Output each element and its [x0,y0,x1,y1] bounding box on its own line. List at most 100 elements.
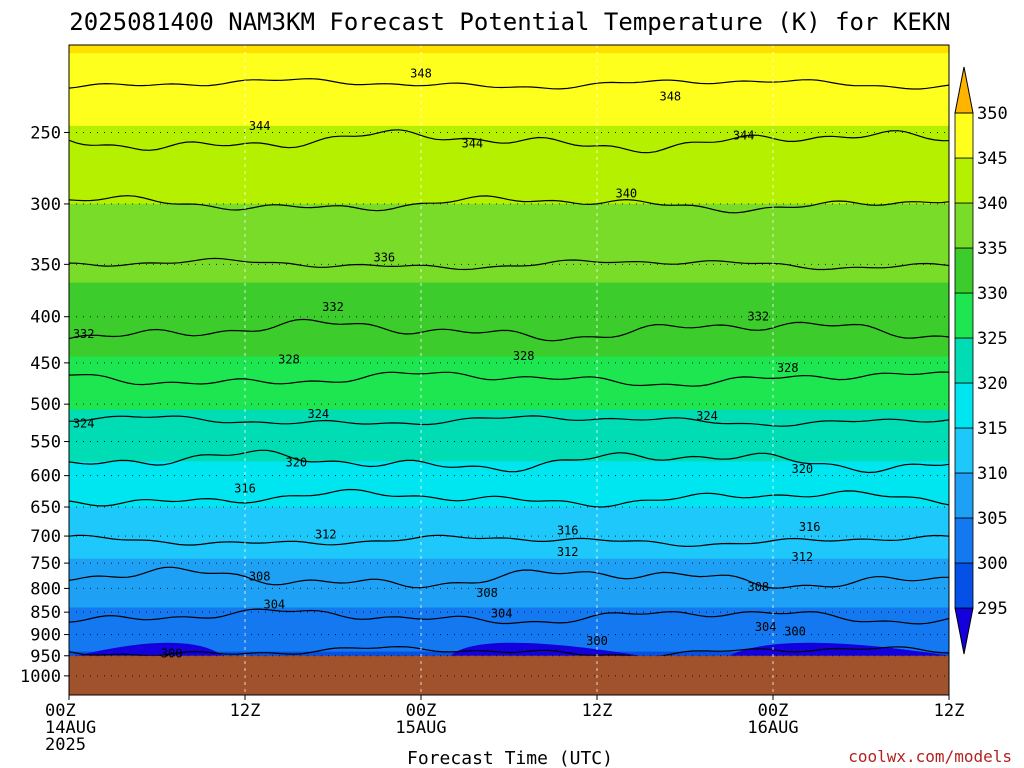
contour-label: 300 [161,647,183,661]
contour-label: 316 [557,523,579,537]
colorbar-tick-label: 310 [977,464,1008,484]
contour-label: 304 [755,620,777,634]
y-tick-label: 750 [30,554,61,574]
colorbar: 295 300 305 310 315 320 325 330 335 340 345 350 [954,66,1008,655]
contour-label: 300 [784,625,806,639]
ground [69,655,949,695]
colorbar-segment [954,112,974,159]
theta-band [69,558,949,609]
colorbar-tick-label: 345 [977,149,1008,169]
contour-label: 320 [285,455,307,469]
credit-text: coolwx.com/models [848,747,1012,766]
contour-label: 328 [513,349,535,363]
contour-348 [69,78,949,90]
theta-band [69,53,949,127]
x-tick-label: 00Z [758,701,789,721]
contour-label: 336 [373,251,395,265]
colorbar-tick-label: 325 [977,329,1008,349]
y-tick-label: 300 [30,195,61,215]
colorbar-segment [954,157,974,204]
y-axis-ticks: 250 300 350 400 450 500 550 600 650 700 750 800 850 9… [20,123,69,687]
contour-label: 332 [73,327,95,341]
cold-pocket [729,642,949,656]
contour-label: 312 [557,545,579,559]
colorbar-segment [954,427,974,474]
colorbar-tick-label: 315 [977,419,1008,439]
contour-label: 308 [476,586,498,600]
x-tick-label: 12Z [582,701,613,721]
cold-pocket [450,642,641,656]
y-tick-label: 350 [30,255,61,275]
y-tick-label: 1000 [20,667,61,687]
theta-band [69,507,949,560]
contour-304 [69,608,949,625]
x-tick-label: 15AUG [395,718,446,738]
x-tick-label: 00Z [45,701,76,721]
contour-label: 316 [799,520,821,534]
contour-label: 328 [278,352,300,366]
colorbar-segment [954,292,974,339]
y-tick-label: 400 [30,308,61,328]
contour-label: 320 [791,462,813,476]
contour-label: 344 [249,119,271,133]
colorbar-tick-label: 295 [977,599,1008,619]
contour-344 [69,129,949,154]
y-tick-label: 250 [30,123,61,143]
chart-title: 2025081400 NAM3KM Forecast Potential Tem… [69,8,950,36]
x-tick-label: 12Z [230,701,261,721]
x-axis-label: Forecast Time (UTC) [407,748,613,768]
colorbar-segment [954,337,974,384]
colorbar-tick-label: 300 [977,554,1008,574]
y-tick-label: 600 [30,467,61,487]
contour-328 [69,371,949,387]
contour-label: 324 [696,409,718,423]
contour-label: 348 [659,89,681,103]
contour-340 [69,195,949,214]
y-tick-label: 700 [30,527,61,547]
colorbar-tick-label: 305 [977,509,1008,529]
contour-label: 332 [322,300,344,314]
contour-labels: 348 348 344 344 344 340 336 332 332 332 328 328 328 3… [73,66,821,660]
ground-surface [69,655,949,695]
contour-300 [69,645,949,658]
contour-label: 316 [234,481,256,495]
contour-312 [69,534,949,548]
plot-frame [68,44,950,696]
contour-label: 324 [307,407,329,421]
contour-324 [69,415,949,427]
theta-band [69,45,949,54]
contour-label: 344 [461,136,483,150]
y-tick-label: 950 [30,647,61,667]
contour-label: 328 [777,361,799,375]
contour-label: 308 [249,569,271,583]
colorbar-min-arrow [954,607,974,655]
theta-band [69,356,949,411]
contour-336 [69,257,949,271]
contour-label: 300 [586,634,608,648]
x-tick-label: 12Z [934,701,965,721]
colorbar-segment [954,517,974,564]
theta-band [69,203,949,284]
plot-fill [69,45,949,695]
theta-band [69,125,949,205]
theta-band [69,282,949,358]
x-tick-label: 14AUG [45,718,96,738]
theta-band [69,461,949,508]
colorbar-segment [954,247,974,294]
colorbar-segment [954,202,974,249]
theta-band [69,409,949,462]
y-tick-label: 900 [30,626,61,646]
contour-label: 348 [410,66,432,80]
colorbar-tick-label: 320 [977,374,1008,394]
contour-332 [69,318,949,342]
colorbar-tick-label: 330 [977,284,1008,304]
y-tick-label: 850 [30,603,61,623]
colorbar-segment [954,382,974,429]
contour-label: 312 [791,550,813,564]
colorbar-segment [954,472,974,519]
y-tick-label: 450 [30,354,61,374]
y-tick-label: 800 [30,579,61,599]
colorbar-tick-label: 340 [977,194,1008,214]
